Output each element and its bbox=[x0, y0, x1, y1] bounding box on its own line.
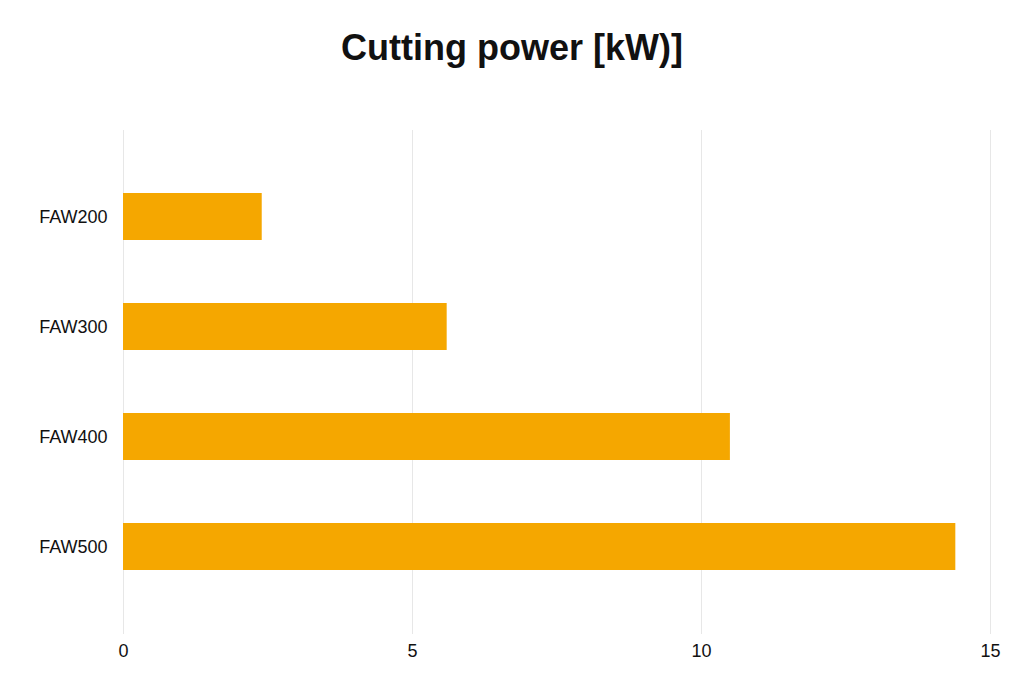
html-text:Cutting power [kW)]: Cutting power [kW)] bbox=[341, 27, 683, 68]
svg-text:5: 5 bbox=[407, 641, 417, 661]
svg-text:0: 0 bbox=[118, 641, 128, 661]
svg-text:FAW500: FAW500 bbox=[39, 537, 107, 557]
svg-text:FAW200: FAW200 bbox=[39, 207, 107, 227]
svg-text:10: 10 bbox=[691, 641, 711, 661]
svg-text:15: 15 bbox=[980, 641, 1000, 661]
svg-text:FAW400: FAW400 bbox=[39, 427, 107, 447]
svg-text:FAW300: FAW300 bbox=[39, 317, 107, 337]
